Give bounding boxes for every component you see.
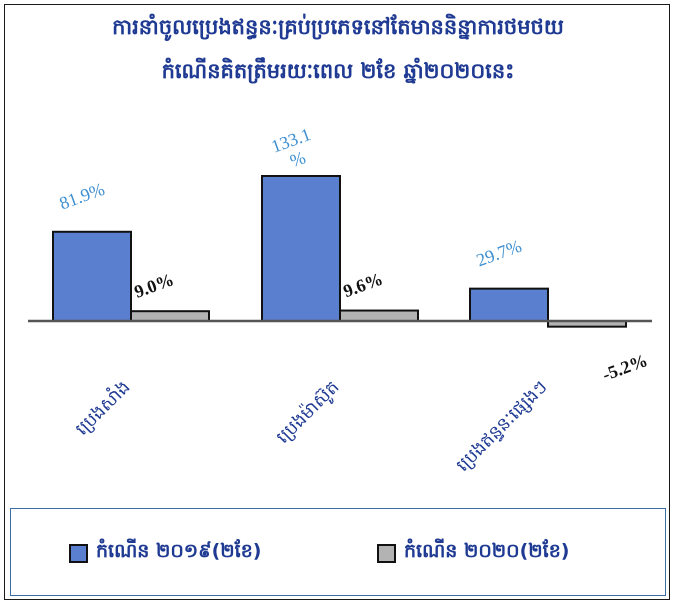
legend-label-2020: កំណើន ២០២០(២ខែ) xyxy=(404,540,570,562)
data-label-diesel-2019: 133.1% xyxy=(268,124,320,175)
bar-other-fuel-2019 xyxy=(469,287,549,322)
legend-item-2019: កំណើន ២០១៩(២ខែ) xyxy=(69,539,261,567)
chart-subtitle: កំណើនគិតត្រឹមរយៈពេល ២ខែ ឆ្នាំ២០២០នេះ xyxy=(161,59,515,83)
category-label-diesel: ប្រេងម៉ាស៊ូត xyxy=(272,376,345,449)
bar-gasoline-2019 xyxy=(52,230,132,323)
legend: កំណើន ២០១៩(២ខែ) កំណើន ២០២០(២ខែ) xyxy=(10,508,666,596)
bar-diesel-2019 xyxy=(261,175,341,322)
data-label-other-fuel-2019: 29.7% xyxy=(474,236,525,271)
legend-swatch-2019 xyxy=(69,543,88,563)
category-label-gasoline: ប្រេងសាំង xyxy=(70,375,134,439)
chart-title: ការនាំចូលប្រេងឥន្ធនៈគ្រប់ប្រភេទនៅតែមាននិ… xyxy=(112,15,564,39)
data-label-other-fuel-2020: -5.2% xyxy=(600,350,651,385)
data-label-gasoline-2019: 81.9% xyxy=(57,179,108,214)
legend-item-2020: កំណើន ២០២០(២ខែ) xyxy=(377,539,569,567)
category-label-other-fuel: ប្រេងឥន្ធនៈផ្សេងៗ xyxy=(452,377,551,476)
bar-gasoline-2020 xyxy=(130,310,210,323)
data-label-diesel-2020: 9.6% xyxy=(340,269,385,302)
legend-swatch-2020 xyxy=(377,543,396,563)
legend-label-2019: កំណើន ២០១៩(២ខែ) xyxy=(96,540,262,562)
plot-area: 81.9% 133.1% 29.7% 9.0% 9.6% -5.2% ប្រេងសាំង ប្… xyxy=(28,124,652,476)
data-label-gasoline-2020: 9.0% xyxy=(131,269,176,302)
bar-diesel-2020 xyxy=(339,309,419,322)
